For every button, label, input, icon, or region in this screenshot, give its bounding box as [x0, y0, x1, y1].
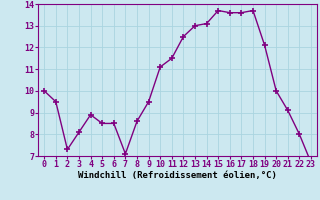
X-axis label: Windchill (Refroidissement éolien,°C): Windchill (Refroidissement éolien,°C): [78, 171, 277, 180]
